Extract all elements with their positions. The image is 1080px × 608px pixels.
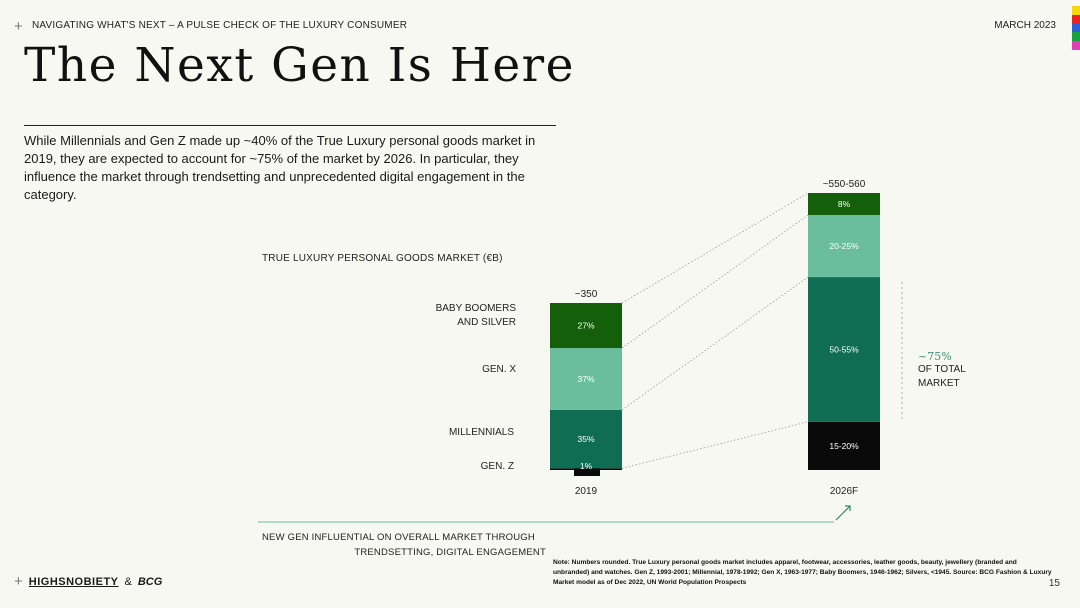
label-millennials: MILLENNIALS	[448, 427, 514, 438]
plus-icon-footer: +	[14, 573, 23, 590]
label-boomers-line2: AND SILVER	[457, 317, 516, 328]
accent-red	[1072, 14, 1080, 24]
footer-insight: NEW GEN INFLUENTIAL ON OVERALL MARKET TH…	[262, 530, 546, 560]
section-header: NAVIGATING WHAT'S NEXT – A PULSE CHECK O…	[32, 20, 408, 31]
label-boomers-line1: BABY BOOMERS	[435, 303, 516, 314]
callout-line2: MARKET	[918, 378, 960, 389]
connector-line-2	[621, 276, 809, 411]
callout-line1: OF TOTAL	[918, 364, 966, 375]
bar-2019-millennials	[550, 409, 622, 469]
bar-2026F-gen-x	[808, 215, 880, 278]
footer-arrow	[835, 505, 851, 521]
callout: ~75% OF TOTAL MARKET	[918, 350, 966, 391]
bcg-logo: BCG	[137, 575, 163, 588]
value-label-2026F-millennials: 50-55%	[829, 344, 859, 354]
bar-2026F-gen-z	[808, 421, 880, 470]
value-label-2019-gen-z: 1%	[580, 461, 593, 471]
callout-value: ~75%	[918, 350, 952, 363]
intro-paragraph: While Millennials and Gen Z made up ~40%…	[24, 133, 536, 202]
accent-pink	[1072, 41, 1080, 50]
label-gen-z: GEN. Z	[480, 461, 514, 472]
accent-yellow	[1072, 6, 1080, 15]
value-label-2019-boomers: 27%	[577, 321, 594, 331]
highsnobiety-logo: HIGHSNOBIETY	[28, 575, 119, 588]
bar-2026F-boomers	[808, 193, 880, 216]
value-label-2026F-gen-x: 20-25%	[829, 241, 859, 251]
connector-line-3	[621, 421, 809, 469]
category-label-2026F: 2026F	[830, 486, 858, 497]
brand-logos: + HIGHSNOBIETY & BCG	[14, 574, 162, 589]
arrow-head	[845, 505, 851, 511]
category-label-2019: 2019	[575, 486, 598, 497]
chart-title: TRUE LUXURY PERSONAL GOODS MARKET (€B)	[262, 253, 503, 264]
label-baby-boomers: BABY BOOMERS AND SILVER	[400, 302, 516, 330]
value-label-2019-millennials: 35%	[577, 434, 594, 444]
connector-line-0	[621, 192, 809, 304]
connector-line-1	[621, 214, 809, 349]
date-label: MARCH 2023	[994, 20, 1056, 31]
plus-icon: +	[14, 18, 23, 35]
page-title: The Next Gen Is Here	[24, 38, 575, 93]
title-divider	[24, 125, 556, 126]
bar-2019-boomers	[550, 303, 622, 349]
value-label-2026F-gen-z: 15-20%	[829, 441, 859, 451]
footer-line2: TRENDSETTING, DIGITAL ENGAGEMENT	[354, 547, 546, 558]
brand-ampersand: &	[124, 575, 132, 588]
value-label-2026F-boomers: 8%	[838, 199, 851, 209]
label-gen-x: GEN. X	[482, 364, 516, 375]
value-label-2019-gen-x: 37%	[577, 374, 594, 384]
footnote: Note: Numbers rounded. True Luxury perso…	[553, 559, 1052, 586]
total-label-2026F: ~550-560	[823, 179, 866, 190]
bar-2019-gen-x	[550, 348, 622, 410]
page-number: 15	[1048, 578, 1060, 589]
accent-green	[1072, 32, 1080, 42]
accent-blue	[1072, 23, 1080, 33]
total-label-2019: ~350	[575, 289, 598, 300]
accent-color-bar	[1072, 6, 1080, 50]
footer-line1: NEW GEN INFLUENTIAL ON OVERALL MARKET TH…	[262, 532, 535, 543]
bar-2026F-millennials	[808, 277, 880, 422]
